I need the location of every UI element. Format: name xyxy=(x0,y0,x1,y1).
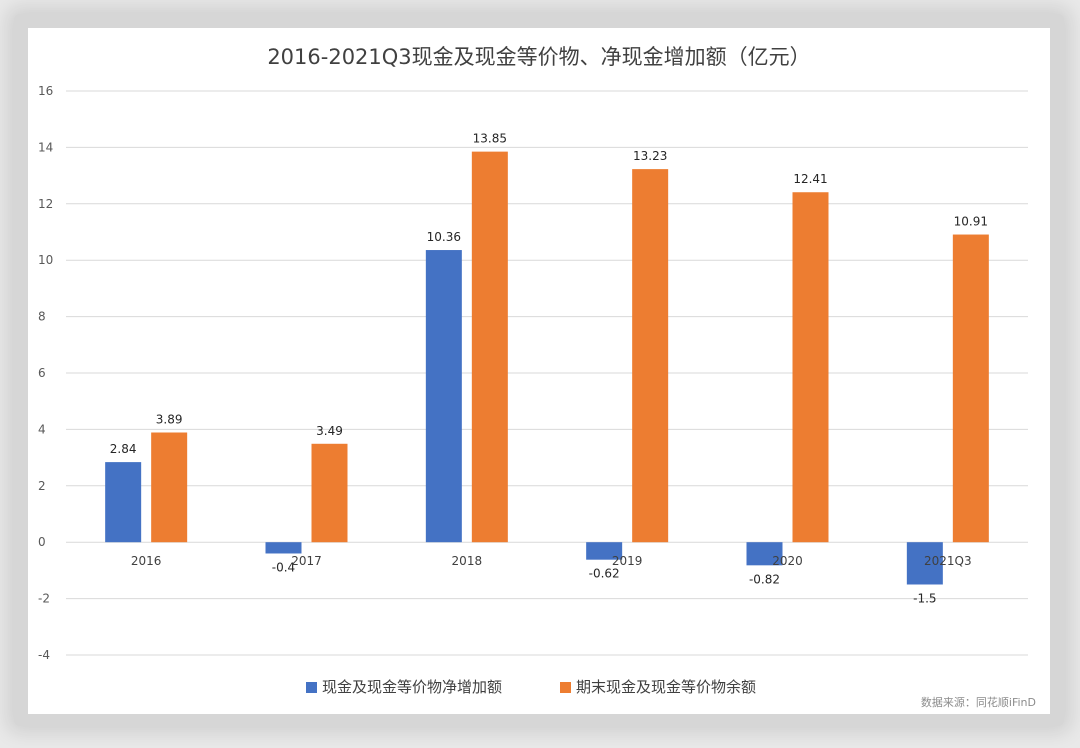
legend-label: 期末现金及现金等价物余额 xyxy=(576,678,756,696)
y-tick-label: 6 xyxy=(38,366,46,380)
legend-swatch xyxy=(560,682,571,693)
data-label: 10.36 xyxy=(427,230,461,244)
legend: 现金及现金等价物净增加额 期末现金及现金等价物余额 xyxy=(306,678,756,696)
data-label: -1.5 xyxy=(913,592,936,606)
x-tick-label: 2017 xyxy=(291,554,322,568)
bar xyxy=(265,542,302,554)
y-tick-label: 10 xyxy=(38,253,53,267)
x-tick-label: 2021Q3 xyxy=(924,554,972,568)
data-label: -0.62 xyxy=(589,567,620,581)
x-tick-label: 2016 xyxy=(131,554,162,568)
data-label: -0.4 xyxy=(272,560,295,574)
bar xyxy=(425,250,462,543)
y-tick-label: 0 xyxy=(38,535,46,549)
y-tick-label: -2 xyxy=(38,592,50,606)
chart-card: 2016-2021Q3现金及现金等价物、净现金增加额（亿元） -4 -2 0 2 4 6 8… xyxy=(28,28,1050,714)
data-label: 10.91 xyxy=(954,215,988,229)
labels: -4 -2 0 2 4 6 8 10 12 14 16 2.84 3.89 2016 -0.4 3.49 201… xyxy=(38,84,988,662)
bar xyxy=(746,542,783,566)
data-label: 3.89 xyxy=(156,413,183,427)
x-tick-label: 2020 xyxy=(772,554,803,568)
y-tick-label: 4 xyxy=(38,422,46,436)
bar xyxy=(105,462,142,543)
bar xyxy=(151,432,188,543)
bar xyxy=(586,542,623,560)
data-label: 2.84 xyxy=(110,442,137,456)
data-label: 13.23 xyxy=(633,149,667,163)
y-tick-label: -4 xyxy=(38,648,50,662)
bar xyxy=(906,542,943,585)
bar xyxy=(311,443,348,543)
gridlines xyxy=(66,90,1028,656)
bar xyxy=(471,151,508,543)
data-label: 12.41 xyxy=(793,172,827,186)
source-note: 数据来源：同花顺iFinD xyxy=(921,695,1036,709)
chart: 2016-2021Q3现金及现金等价物、净现金增加额（亿元） -4 -2 0 2 4 6 8… xyxy=(38,45,1036,709)
y-tick-label: 8 xyxy=(38,310,46,324)
y-tick-label: 12 xyxy=(38,197,53,211)
legend-label: 现金及现金等价物净增加额 xyxy=(322,678,502,696)
y-tick-label: 16 xyxy=(38,84,53,98)
data-label: 13.85 xyxy=(473,132,507,146)
chart-title: 2016-2021Q3现金及现金等价物、净现金增加额（亿元） xyxy=(267,45,810,69)
x-tick-label: 2019 xyxy=(612,554,643,568)
bars xyxy=(105,151,989,585)
y-tick-label: 14 xyxy=(38,140,53,154)
bar xyxy=(952,234,989,543)
legend-swatch xyxy=(306,682,317,693)
bar xyxy=(632,169,669,543)
data-label: -0.82 xyxy=(749,572,780,586)
bar xyxy=(792,192,829,543)
x-tick-label: 2018 xyxy=(452,554,483,568)
data-label: 3.49 xyxy=(316,424,343,438)
y-tick-label: 2 xyxy=(38,479,46,493)
